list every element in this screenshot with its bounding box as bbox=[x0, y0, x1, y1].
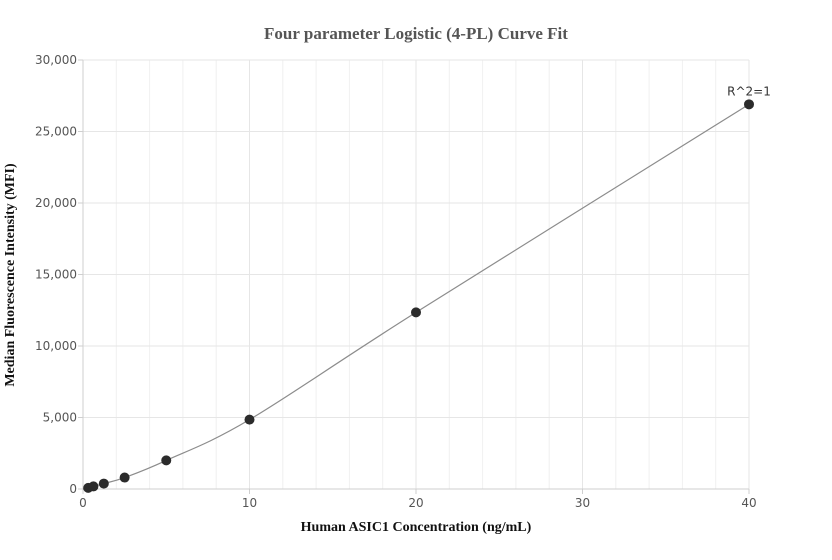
y-tick-label: 25,000 bbox=[35, 125, 77, 139]
chart-title: Four parameter Logistic (4-PL) Curve Fit bbox=[264, 24, 568, 43]
data-points bbox=[83, 99, 754, 493]
y-tick-label: 20,000 bbox=[35, 196, 77, 210]
y-tick-label: 5,000 bbox=[43, 411, 77, 425]
x-tick-label: 10 bbox=[242, 496, 257, 510]
annotations: R^2=1 bbox=[727, 84, 771, 98]
y-tick-label: 0 bbox=[69, 482, 77, 496]
r-squared-annotation: R^2=1 bbox=[727, 84, 771, 98]
data-point bbox=[98, 478, 109, 489]
data-point bbox=[88, 481, 99, 492]
grid bbox=[82, 59, 750, 490]
data-point bbox=[161, 455, 172, 466]
y-axis-label: Median Fluorescence Intensity (MFI) bbox=[3, 163, 18, 387]
data-point bbox=[744, 99, 754, 110]
x-tick-label: 30 bbox=[575, 496, 590, 510]
y-tick-label: 30,000 bbox=[35, 53, 77, 67]
data-point bbox=[411, 307, 421, 318]
data-point bbox=[244, 414, 255, 425]
axes: 0 5,000 10,000 15,000 20,000 25,000 30,000 0 10 2… bbox=[35, 53, 757, 510]
x-tick-label: 20 bbox=[408, 496, 423, 510]
data-point bbox=[119, 472, 130, 483]
x-tick-label: 40 bbox=[741, 496, 756, 510]
y-tick-label: 10,000 bbox=[35, 339, 77, 353]
x-tick-label: 0 bbox=[79, 496, 87, 510]
x-axis-label: Human ASIC1 Concentration (ng/mL) bbox=[301, 520, 532, 535]
y-tick-label: 15,000 bbox=[35, 268, 77, 282]
